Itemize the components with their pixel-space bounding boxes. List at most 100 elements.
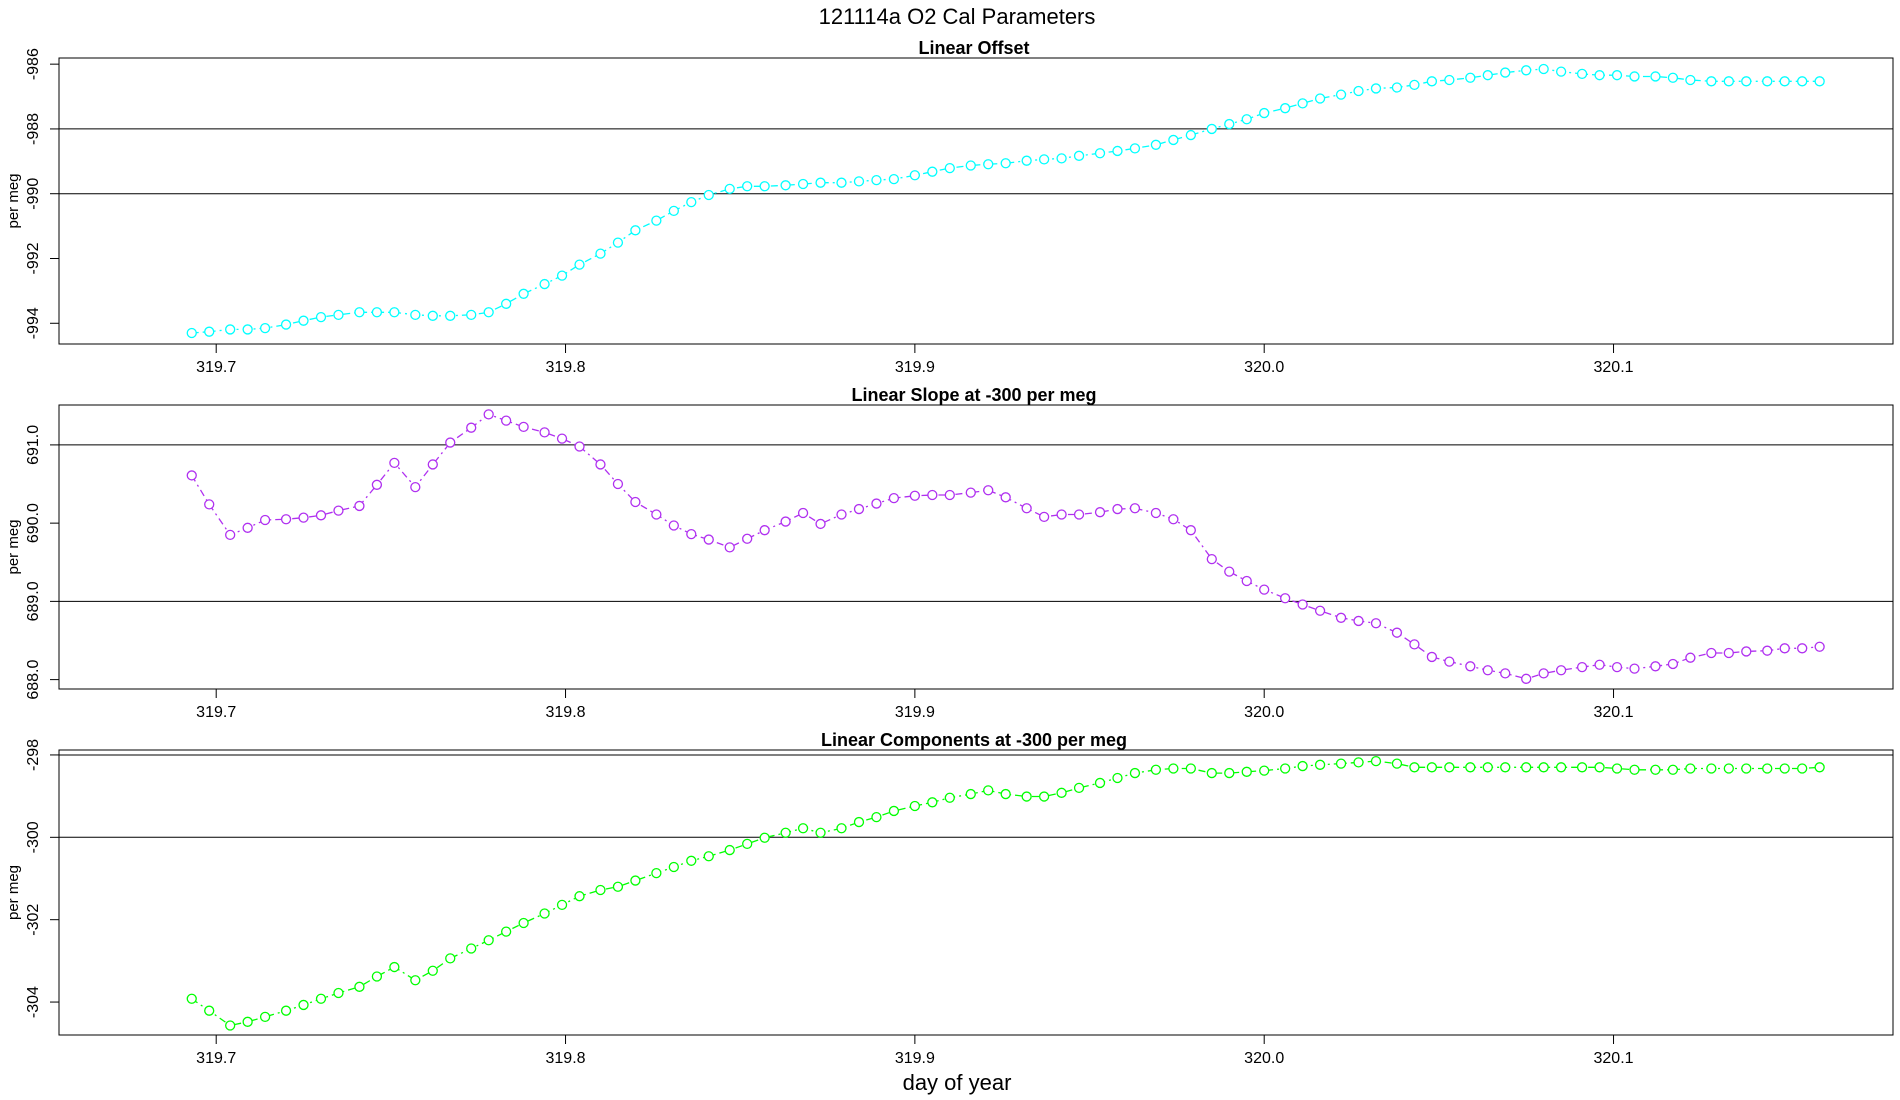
data-point	[445, 953, 456, 964]
data-point	[1112, 772, 1123, 784]
data-point	[371, 971, 383, 982]
data-point	[280, 514, 292, 525]
plot-frame	[58, 749, 1894, 1036]
x-tick-label: 319.8	[546, 359, 586, 376]
data-point	[1000, 158, 1011, 169]
y-tick-label: -304	[25, 986, 42, 1018]
data-point	[1280, 763, 1291, 774]
data-point	[1555, 665, 1567, 676]
panel-title: Linear Components at -300 per meg	[821, 730, 1127, 750]
y-axis-label: per meg	[5, 173, 22, 228]
x-tick-label: 320.0	[1244, 704, 1284, 721]
data-point	[815, 518, 826, 530]
data-point	[1594, 659, 1605, 670]
data-point	[1314, 93, 1326, 104]
x-axis-label: day of year	[903, 1070, 1012, 1095]
data-point	[1241, 114, 1252, 125]
data-point	[1629, 764, 1640, 775]
data-point	[595, 884, 606, 896]
data-point	[1667, 764, 1679, 775]
data-point	[298, 512, 309, 523]
data-point	[1444, 762, 1455, 773]
data-point	[595, 459, 606, 470]
data-point	[556, 433, 568, 444]
data-point	[354, 307, 365, 318]
data-point	[724, 844, 735, 856]
data-point	[1038, 791, 1050, 802]
data-point	[259, 322, 271, 334]
data-point	[500, 926, 512, 937]
data-point	[630, 225, 641, 236]
data-point	[1465, 762, 1476, 773]
data-point	[1224, 566, 1235, 577]
data-point	[668, 205, 679, 217]
data-point	[1741, 763, 1752, 774]
data-point	[1259, 765, 1270, 776]
data-point	[630, 875, 641, 886]
data-point	[1521, 673, 1532, 684]
data-point	[1150, 764, 1162, 775]
data-point	[1555, 66, 1567, 77]
data-point	[965, 487, 976, 498]
data-point	[1426, 651, 1438, 663]
data-point	[836, 177, 847, 188]
data-point	[1056, 509, 1067, 520]
data-point	[1021, 155, 1032, 166]
data-point	[797, 178, 809, 190]
data-point	[836, 509, 847, 520]
data-point	[225, 529, 236, 541]
data-point	[1650, 764, 1661, 775]
data-point	[1814, 762, 1825, 773]
data-point	[797, 823, 809, 834]
data-point	[888, 492, 900, 504]
data-point	[410, 975, 421, 986]
data-point	[724, 183, 735, 195]
data-point	[1611, 763, 1623, 774]
series-line	[191, 413, 1820, 680]
data-point	[1185, 129, 1196, 141]
data-point	[500, 298, 512, 309]
data-point	[1094, 507, 1106, 518]
y-tick-label: 688.0	[25, 659, 42, 699]
data-point	[1056, 787, 1067, 798]
y-tick-label: -990	[25, 178, 42, 210]
data-point	[333, 987, 344, 999]
data-point	[853, 503, 865, 515]
data-point	[1482, 762, 1493, 773]
y-tick-label: -994	[25, 307, 42, 339]
data-point	[1762, 645, 1773, 656]
data-point	[1465, 661, 1476, 672]
data-point	[574, 891, 585, 902]
data-point	[927, 166, 938, 177]
x-tick-label: 320.1	[1594, 1050, 1634, 1067]
data-point	[1611, 70, 1623, 81]
data-point	[1370, 755, 1382, 767]
data-point	[1206, 123, 1217, 135]
data-point	[1391, 758, 1403, 769]
data-point	[1500, 668, 1511, 679]
y-tick-label: -300	[25, 821, 42, 853]
data-point	[1129, 143, 1141, 154]
panel-title: Linear Slope at -300 per meg	[851, 385, 1096, 405]
data-point	[280, 319, 292, 330]
data-point	[1521, 762, 1532, 773]
data-point	[1185, 763, 1196, 774]
data-point	[630, 496, 641, 508]
data-point	[574, 259, 585, 270]
data-point	[371, 307, 383, 318]
data-point	[1073, 782, 1085, 794]
data-point	[815, 177, 826, 188]
data-point	[1762, 763, 1773, 774]
data-point	[1814, 76, 1825, 87]
data-point	[333, 505, 344, 516]
data-point	[983, 485, 994, 496]
data-point	[1779, 76, 1790, 87]
data-point	[686, 855, 697, 866]
data-point	[371, 479, 383, 490]
data-point	[1594, 70, 1605, 81]
data-point	[780, 180, 791, 191]
data-point	[539, 278, 550, 290]
data-point	[186, 993, 197, 1004]
x-tick-label: 320.0	[1244, 1050, 1284, 1067]
data-point	[1706, 647, 1717, 659]
